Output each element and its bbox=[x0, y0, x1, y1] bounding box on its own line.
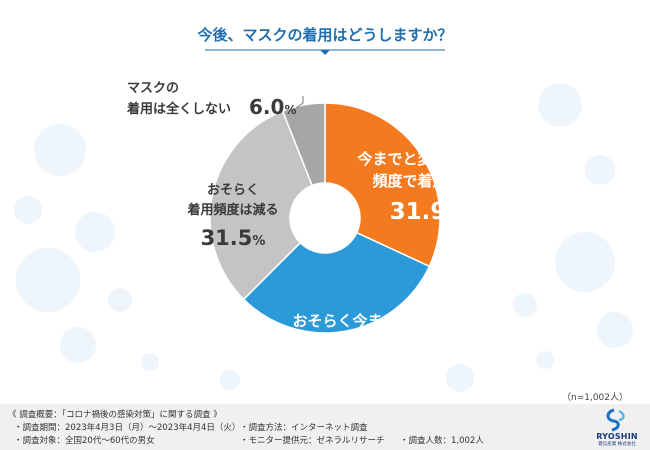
label-no-change-line2: 頻度で着用する bbox=[372, 172, 477, 190]
leader-line-not-wear bbox=[295, 96, 304, 109]
background-bubbles bbox=[14, 83, 633, 392]
title-pointer bbox=[320, 50, 330, 55]
value-probably-no-change-percent: % bbox=[393, 362, 407, 378]
value-probably-no-change: 30.6% bbox=[337, 354, 408, 380]
label-no-change: 今までと変わらない 頻度で着用する 31.9% bbox=[356, 150, 492, 225]
label-probably-no-change: おそらく今までと変わらない 頻度で着用する 30.6% bbox=[292, 312, 487, 380]
label-not-wear-line2: 着用は全くしない bbox=[126, 101, 231, 117]
slice-probably-no-change bbox=[242, 231, 431, 334]
footer-period: ・調査期間：2023年4月3日（月）～2023年4月4日（火） bbox=[14, 423, 241, 433]
footer-target: ・調査対象：全国20代～60代の男女 bbox=[14, 436, 155, 446]
slice-not-wear bbox=[281, 102, 326, 187]
footer-method: ・調査方法：インターネット調査 bbox=[240, 423, 368, 433]
value-probably-no-change-number: 30.6 bbox=[337, 354, 394, 380]
logo-mark-icon bbox=[606, 408, 625, 432]
slice-no-change bbox=[324, 102, 441, 268]
value-probably-reduce-percent: % bbox=[252, 234, 265, 249]
survey-footer: 《 調査概要：「コロナ禍後の感染対策」に関する調査 》 ・調査期間：2023年4… bbox=[0, 404, 650, 450]
value-not-wear-number: 6.0 bbox=[249, 95, 284, 119]
donut-slices bbox=[209, 102, 441, 334]
label-probably-reduce-line1: おそらく bbox=[207, 183, 259, 198]
slice-probably-reduce bbox=[209, 110, 314, 301]
label-not-wear: マスクの 着用は全くしない 6.0% bbox=[126, 81, 296, 119]
label-probably-reduce-line2: 着用頻度は減る bbox=[186, 202, 278, 218]
label-probably-no-change-line2: 頻度で着用する bbox=[337, 333, 442, 351]
label-probably-reduce: おそらく 着用頻度は減る 31.5% bbox=[186, 183, 278, 250]
label-no-change-line1: 今までと変わらない bbox=[356, 150, 492, 168]
label-not-wear-line1: マスクの bbox=[127, 81, 179, 96]
label-probably-no-change-line1: おそらく今までと変わらない bbox=[292, 312, 487, 330]
value-no-change-number: 31.9 bbox=[390, 199, 447, 225]
footer-count: ・調査人数：1,002人 bbox=[400, 436, 484, 446]
chart-title: 今後、マスクの着用はどうしますか？ bbox=[196, 26, 452, 44]
value-no-change-percent: % bbox=[446, 207, 460, 223]
company-logo: RYOSHIN 菱信産業 株式会社 bbox=[592, 408, 642, 448]
value-probably-reduce: 31.5% bbox=[201, 226, 266, 250]
logo-subtitle: 菱信産業 株式会社 bbox=[598, 442, 636, 447]
footer-provider: ・モニター提供元：ゼネラルリサーチ bbox=[240, 436, 385, 446]
sample-size-note: （n=1,002人） bbox=[561, 393, 628, 403]
value-not-wear-percent: % bbox=[284, 103, 296, 117]
value-not-wear: 6.0% bbox=[249, 95, 296, 119]
logo-name: RYOSHIN bbox=[596, 432, 638, 441]
value-no-change: 31.9% bbox=[390, 199, 461, 225]
value-probably-reduce-number: 31.5 bbox=[201, 226, 253, 250]
footer-heading: 《 調査概要：「コロナ禍後の感染対策」に関する調査 》 bbox=[8, 410, 222, 420]
